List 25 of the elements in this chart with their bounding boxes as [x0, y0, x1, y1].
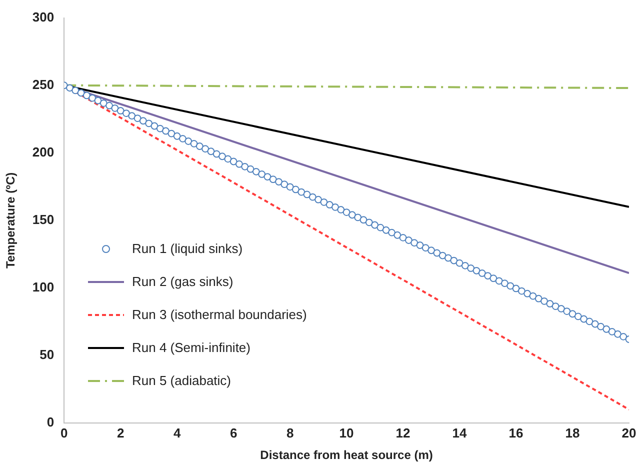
y-tick-label: 100	[32, 280, 54, 295]
x-tick-label: 4	[173, 425, 182, 440]
x-tick-label: 0	[60, 425, 68, 440]
x-tick-label: 6	[230, 425, 238, 440]
legend-label: Run 1 (liquid sinks)	[132, 241, 243, 256]
y-tick-label: 0	[46, 414, 54, 430]
x-tick-label: 2	[116, 425, 124, 440]
y-tick-label: 250	[32, 76, 54, 92]
x-axis-title: Distance from heat source (m)	[260, 448, 433, 462]
x-tick-label: 18	[565, 425, 580, 440]
x-tick-label: 20	[622, 425, 636, 440]
y-tick-label: 50	[40, 347, 54, 362]
y-tick-label: 200	[32, 144, 54, 160]
x-tick-label: 8	[286, 425, 294, 440]
x-tick-label: 16	[508, 425, 524, 440]
legend-label: Run 4 (Semi-infinite)	[132, 340, 250, 355]
legend-label: Run 5 (adiabatic)	[132, 373, 231, 388]
legend-label: Run 2 (gas sinks)	[132, 274, 234, 289]
y-tick-label: 150	[32, 212, 54, 227]
legend-label: Run 3 (isothermal boundaries)	[132, 307, 307, 322]
y-tick-label: 300	[32, 9, 54, 24]
x-tick-label: 10	[339, 425, 354, 440]
y-axis-title: Temperature (ºC)	[4, 172, 18, 268]
x-tick-label: 12	[396, 425, 410, 440]
x-tick-label: 14	[452, 425, 468, 440]
